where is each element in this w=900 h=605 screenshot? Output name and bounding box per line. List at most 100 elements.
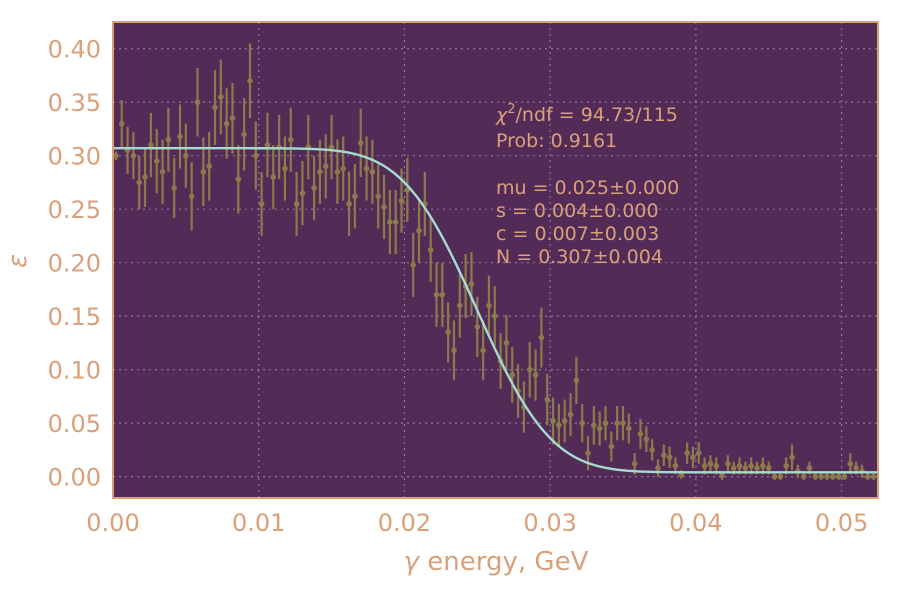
data-point [789,444,795,471]
data-point [171,157,177,218]
data-point [614,406,620,441]
point-marker [620,420,626,426]
point-marker [451,347,457,354]
point-marker [550,418,556,424]
point-marker [322,163,329,170]
data-point [661,444,667,466]
data-point [596,411,603,446]
point-marker [614,420,620,426]
point-marker [713,463,720,469]
data-point [725,455,731,473]
x-tick-label: 0.04 [669,509,722,537]
point-marker [707,460,714,467]
point-marker [299,190,306,196]
plot-frame [112,21,879,499]
x-axis-label: γ energy, GeV [404,547,589,577]
point-marker [334,168,341,175]
data-point [148,112,154,178]
data-point [707,455,714,473]
point-marker [835,473,842,480]
point-marker [153,158,160,164]
point-marker [573,377,580,384]
x-tick-label: 0.03 [523,509,576,537]
data-point [561,399,568,443]
point-marker [626,425,632,432]
point-marker [352,193,358,200]
data-point [835,473,842,480]
data-point [591,406,597,445]
point-marker [433,291,440,298]
point-marker [416,227,422,234]
data-point [480,320,486,381]
point-marker [369,168,376,175]
point-marker [870,473,877,480]
data-point [206,132,212,201]
point-marker [375,193,382,200]
point-marker [637,431,644,437]
point-marker [818,473,824,480]
point-marker [247,78,253,84]
point-marker [701,463,708,469]
data-point [812,473,819,480]
point-marker [847,460,854,467]
point-marker [218,94,224,100]
data-point [544,373,551,426]
point-marker [725,460,731,467]
point-marker [118,120,125,127]
data-points [113,43,877,480]
point-marker [136,179,143,186]
point-marker [346,201,352,207]
data-point [451,320,457,381]
point-marker [655,465,661,471]
point-marker [730,465,737,471]
plot-area [113,22,878,498]
chi-superscript: 2 [507,102,515,117]
point-marker [556,422,562,429]
data-point [567,393,574,436]
point-marker [532,372,539,378]
chi-square-text: χ2/ndf = 94.73/115 [495,102,678,126]
point-marker [457,302,463,309]
point-marker [538,334,545,341]
point-marker [381,204,387,210]
data-point [218,59,224,135]
point-marker [591,422,597,429]
point-marker [853,465,859,471]
y-tick-label: 0.00 [48,464,101,492]
point-marker [427,247,434,253]
data-point [311,155,317,220]
data-point [352,164,358,229]
point-marker [253,152,259,159]
data-point [346,171,352,236]
data-point [142,147,148,208]
point-marker [830,473,836,480]
data-point [381,174,387,240]
data-point [626,413,632,444]
data-point [183,123,189,188]
point-marker [439,291,446,298]
point-marker [631,460,638,467]
y-tick-label: 0.05 [48,410,101,438]
data-point [830,473,836,480]
point-marker [765,465,772,471]
point-marker [748,463,755,469]
point-marker [468,281,475,287]
point-marker [206,163,212,170]
data-point [340,136,347,201]
data-point [375,164,382,229]
x-axis-label-text: energy, GeV [419,547,589,577]
point-marker [282,165,288,172]
data-point [468,251,475,317]
point-marker [177,133,183,140]
point-marker [695,450,702,456]
data-point [824,473,830,480]
data-point [212,70,218,146]
data-point [235,145,242,214]
point-marker [649,447,655,453]
data-point [264,112,271,178]
point-marker [241,131,247,138]
chi-rest: /ndf = 94.73/115 [516,104,678,126]
point-marker [526,366,533,373]
data-point [177,104,183,169]
x-axis-label-symbol: γ [404,547,421,577]
